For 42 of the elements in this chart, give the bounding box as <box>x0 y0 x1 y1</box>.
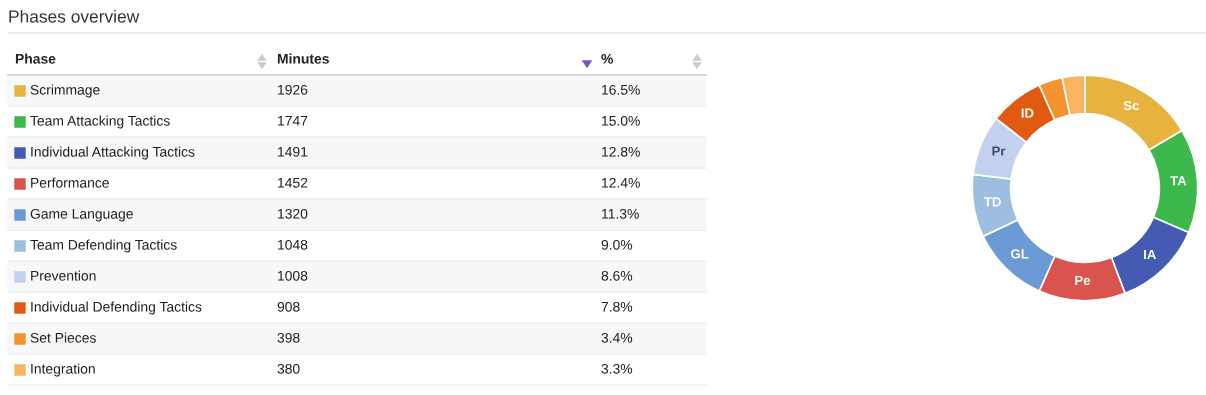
data-label: 380 <box>277 363 300 374</box>
chart-title: Phases overview <box>9 9 140 23</box>
text: TA <box>1170 176 1187 186</box>
legend-label: Individual Defending Tactics <box>31 301 202 315</box>
legend-label: Prevention <box>31 270 96 281</box>
data-label: 1747 <box>278 116 308 126</box>
text: Sc <box>1123 100 1140 111</box>
data-label: 908 <box>277 301 300 312</box>
data-label: 1008 <box>278 270 308 281</box>
data-label: 398 <box>277 332 300 343</box>
text: 3.3% <box>601 363 633 374</box>
legend-label: Team Attacking Tactics <box>30 115 170 129</box>
legend-label: Integration <box>31 363 95 377</box>
data-label: 1452 <box>278 177 308 188</box>
text: Pr <box>992 146 1006 156</box>
text: 15.0% <box>602 115 640 126</box>
legend-label: Scrimmage <box>30 84 100 98</box>
legend-label: Team Defending Tactics <box>30 239 177 253</box>
data-label: 1320 <box>278 208 308 219</box>
text: Pe <box>1075 275 1091 286</box>
text: TD <box>983 197 1001 207</box>
text: 8.6% <box>601 270 633 281</box>
text: ID <box>1021 108 1034 118</box>
legend-title: Phase <box>15 53 56 64</box>
text: 12.4% <box>602 177 640 188</box>
text: 9.0% <box>601 239 633 250</box>
text: GL <box>1011 249 1029 259</box>
legend-label: Individual Attacking Tactics <box>31 146 195 160</box>
legend-label: Set Pieces <box>30 332 96 343</box>
data-label: 1926 <box>278 84 308 95</box>
text: Minutes <box>277 53 329 64</box>
legend-label: Performance <box>31 177 109 188</box>
legend-label: Game Language <box>30 208 133 222</box>
data-label: 1048 <box>278 239 308 250</box>
text: 3.4% <box>601 332 633 343</box>
text: 16.5% <box>602 84 640 95</box>
data-label: 1491 <box>278 146 308 157</box>
text: 7.8% <box>601 301 633 312</box>
text: 11.3% <box>602 208 639 219</box>
text: % <box>601 53 613 64</box>
text: IA <box>1144 249 1157 259</box>
text: 12.8% <box>602 146 640 157</box>
